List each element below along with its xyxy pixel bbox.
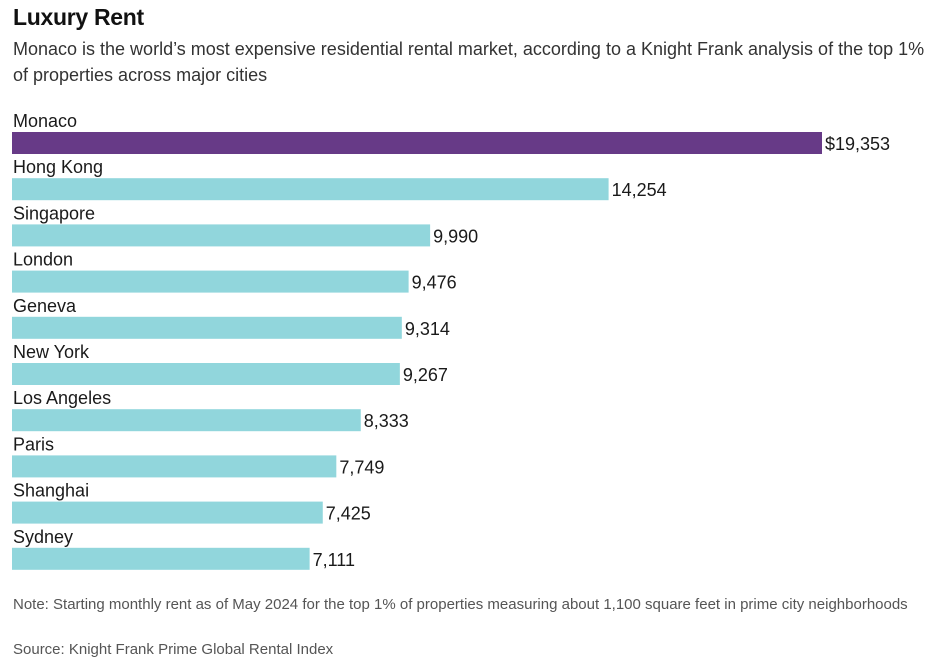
chart-note: Note: Starting monthly rent as of May 20… bbox=[13, 596, 908, 613]
value-label-monaco: $19,353 bbox=[825, 134, 890, 154]
bar-hong-kong bbox=[12, 178, 609, 201]
category-label-singapore: Singapore bbox=[13, 203, 95, 223]
bar-los-angeles bbox=[12, 409, 361, 432]
bar-chart: Monaco $19,353 Hong Kong 14,254 Singapore 9,9… bbox=[12, 111, 890, 570]
chart-subtitle: Monaco is the world’s most expensive res… bbox=[13, 39, 925, 85]
value-label-sydney: 7,111 bbox=[313, 550, 355, 570]
bar-sydney bbox=[12, 547, 310, 570]
value-label-los-angeles: 8,333 bbox=[364, 411, 409, 431]
category-label-monaco: Monaco bbox=[13, 111, 77, 131]
value-label-paris: 7,749 bbox=[339, 457, 384, 477]
category-label-hong-kong: Hong Kong bbox=[13, 157, 103, 177]
category-label-sydney: Sydney bbox=[13, 527, 73, 547]
value-label-singapore: 9,990 bbox=[433, 226, 478, 246]
category-label-paris: Paris bbox=[13, 434, 54, 454]
value-label-shanghai: 7,425 bbox=[326, 504, 371, 524]
chart-source: Source: Knight Frank Prime Global Rental… bbox=[13, 641, 334, 658]
category-label-geneva: Geneva bbox=[13, 296, 77, 316]
bar-paris bbox=[12, 455, 337, 478]
bar-geneva bbox=[12, 316, 402, 339]
value-label-geneva: 9,314 bbox=[405, 319, 450, 339]
bar-shanghai bbox=[12, 501, 323, 524]
category-label-london: London bbox=[13, 250, 73, 270]
category-label-shanghai: Shanghai bbox=[13, 481, 89, 501]
category-label-los-angeles: Los Angeles bbox=[13, 388, 111, 408]
chart-title: Luxury Rent bbox=[13, 4, 144, 30]
value-label-london: 9,476 bbox=[412, 273, 457, 293]
value-label-hong-kong: 14,254 bbox=[612, 180, 667, 200]
bar-new-york bbox=[12, 363, 400, 385]
bar-london bbox=[12, 270, 409, 293]
bar-singapore bbox=[12, 224, 431, 247]
bar-monaco bbox=[12, 132, 822, 154]
category-label-new-york: New York bbox=[13, 342, 90, 362]
value-label-new-york: 9,267 bbox=[403, 365, 448, 385]
